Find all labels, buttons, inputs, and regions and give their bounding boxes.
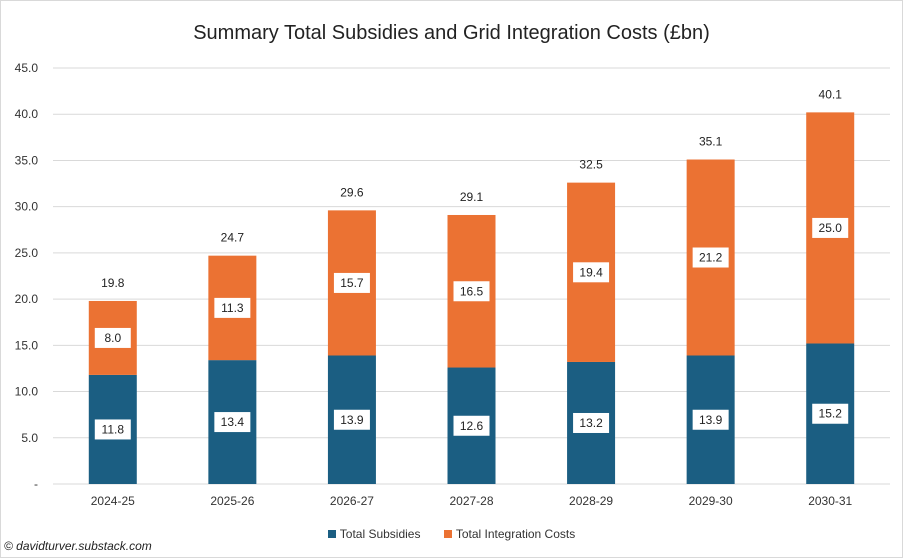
data-label-subsidies-box [333, 409, 370, 430]
data-label-subsidies: 13.9 [340, 413, 364, 427]
chart-legend: Total Subsidies Total Integration Costs [0, 527, 903, 541]
y-tick-label: 5.0 [21, 431, 38, 445]
data-label-integration-box [453, 281, 490, 302]
x-tick-label: 2024-25 [91, 494, 135, 508]
data-label-subsidies: 13.2 [579, 416, 603, 430]
y-tick-label: 45.0 [15, 61, 39, 75]
data-label-subsidies: 13.4 [221, 415, 245, 429]
y-tick-label: 40.0 [15, 107, 39, 121]
data-label-integration-box [333, 272, 370, 293]
data-label-integration-box [94, 327, 131, 348]
y-tick-label: 25.0 [15, 246, 39, 260]
data-label-integration: 16.5 [460, 284, 484, 298]
total-label: 35.1 [699, 135, 723, 149]
chart-title: Summary Total Subsidies and Grid Integra… [193, 22, 710, 44]
total-label: 24.7 [221, 231, 245, 245]
data-label-subsidies: 13.9 [699, 413, 723, 427]
x-tick-label: 2027-28 [449, 494, 493, 508]
total-label: 40.1 [819, 87, 843, 101]
y-tick-label: 10.0 [15, 385, 39, 399]
y-tick-label: 20.0 [15, 292, 39, 306]
data-label-subsidies: 15.2 [819, 407, 843, 421]
legend-item-subsidies: Total Subsidies [327, 527, 421, 541]
data-label-integration: 11.3 [221, 301, 244, 315]
data-label-subsidies-box [214, 412, 251, 433]
total-label: 19.8 [101, 276, 125, 290]
total-label: 32.5 [579, 158, 603, 172]
legend-label-integration: Total Integration Costs [455, 527, 576, 541]
data-label-subsidies-box [453, 415, 490, 436]
legend-swatch-integration [443, 529, 452, 538]
data-label-integration-box [812, 217, 849, 238]
data-label-integration: 25.0 [819, 221, 843, 235]
x-tick-label: 2028-29 [569, 494, 613, 508]
legend-item-integration: Total Integration Costs [443, 527, 576, 541]
x-tick-label: 2030-31 [808, 494, 852, 508]
legend-label-subsidies: Total Subsidies [339, 527, 421, 541]
data-label-integration: 21.2 [699, 251, 723, 265]
data-label-subsidies-box [692, 409, 729, 430]
data-label-subsidies-box [94, 419, 131, 440]
legend-swatch-subsidies [327, 529, 336, 538]
data-label-subsidies: 11.8 [102, 422, 125, 436]
data-label-integration: 19.4 [579, 265, 603, 279]
total-label: 29.1 [460, 190, 484, 204]
x-tick-label: 2026-27 [330, 494, 374, 508]
y-tick-label: - [34, 477, 38, 491]
data-label-subsidies: 12.6 [460, 419, 484, 433]
data-label-integration-box [692, 247, 729, 268]
y-tick-label: 30.0 [15, 200, 39, 214]
data-label-integration-box [214, 297, 251, 318]
x-tick-label: 2029-30 [689, 494, 733, 508]
source-credit: © davidturver.substack.com [4, 539, 152, 553]
x-tick-label: 2025-26 [210, 494, 254, 508]
data-label-integration-box [573, 262, 610, 283]
data-label-integration: 15.7 [340, 276, 364, 290]
data-label-integration: 8.0 [104, 331, 121, 345]
data-label-subsidies-box [573, 412, 610, 433]
total-label: 29.6 [340, 185, 364, 199]
y-tick-label: 15.0 [15, 338, 39, 352]
y-tick-label: 35.0 [15, 153, 39, 167]
data-label-subsidies-box [812, 403, 849, 424]
